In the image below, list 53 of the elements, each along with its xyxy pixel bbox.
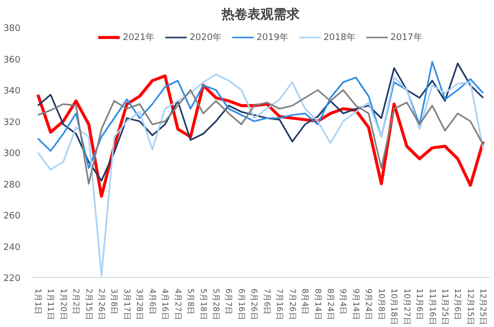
x-tick-label: 11月25日 — [440, 288, 450, 325]
x-tick-label: 9月14日 — [351, 288, 360, 320]
x-tick-label: 9月24日 — [364, 288, 374, 320]
y-tick-label: 320 — [3, 118, 21, 128]
y-tick-label: 260 — [3, 212, 21, 222]
x-tick-label: 6月7日 — [224, 288, 234, 315]
y-tick-label: 300 — [3, 149, 21, 159]
y-tick-label: 360 — [3, 55, 21, 66]
y-tick-label: 240 — [3, 242, 21, 253]
line-series — [37, 74, 484, 277]
y-tick-label: 340 — [3, 86, 21, 96]
x-tick-label: 7月16日 — [275, 288, 284, 320]
x-tick-label: 8月24日 — [326, 288, 335, 320]
legend-label: 2018年 — [323, 32, 356, 44]
x-tick-label: 3月17日 — [122, 288, 132, 320]
x-tick-label: 5月28日 — [211, 288, 220, 320]
x-tick-label: 11月6日 — [415, 288, 424, 320]
x-tick-label: 10月8日 — [376, 288, 386, 320]
y-tick-label: 280 — [3, 180, 21, 190]
y-tick-label: 220 — [3, 274, 21, 284]
x-tick-label: 10月27日 — [402, 288, 412, 325]
legend-label: 2020年 — [190, 32, 222, 44]
x-tick-label: 5月18日 — [198, 288, 208, 320]
legend-label: 2021年 — [122, 32, 155, 44]
x-tick-label: 7月26日 — [288, 288, 297, 320]
x-tick-label: 1月11日 — [46, 288, 56, 320]
x-tick-label: 7月6日 — [262, 288, 272, 315]
x-tick-label: 12月6日 — [453, 288, 462, 320]
y-tick-label: 380 — [3, 24, 21, 34]
chart-title: 热卷表观需求 — [220, 6, 300, 22]
x-tick-label: 4月27日 — [173, 288, 182, 320]
x-tick-label: 2月15日 — [84, 288, 94, 320]
x-tick-label: 3月8日 — [110, 288, 119, 315]
x-tick-label: 6月26日 — [250, 288, 259, 320]
legend-label: 2017年 — [390, 32, 422, 44]
x-tick-label: 3月28日 — [135, 288, 144, 320]
x-tick-label: 1月1日 — [33, 288, 42, 315]
x-tick-label: 8月14日 — [313, 288, 322, 320]
x-tick-label: 4月6日 — [148, 288, 157, 315]
x-tick-label: 5月8日 — [186, 288, 196, 315]
x-tick-label: 10月18日 — [390, 288, 399, 325]
x-tick-label: 2月26日 — [96, 288, 106, 320]
x-tick-label: 9月4日 — [338, 288, 348, 315]
x-tick-label: 12月15日 — [466, 288, 475, 325]
x-tick-label: 2月2日 — [72, 288, 81, 315]
x-tick-label: 11月16日 — [428, 288, 437, 325]
x-tick-label: 4月16日 — [160, 288, 170, 320]
line-series — [37, 89, 484, 185]
x-tick-label: 1月20日 — [58, 288, 68, 320]
legend-label: 2019年 — [256, 32, 288, 44]
x-tick-label: 6月16日 — [236, 288, 246, 320]
x-tick-label: 8月4日 — [300, 288, 310, 315]
x-tick-label: 12月25日 — [478, 288, 488, 325]
